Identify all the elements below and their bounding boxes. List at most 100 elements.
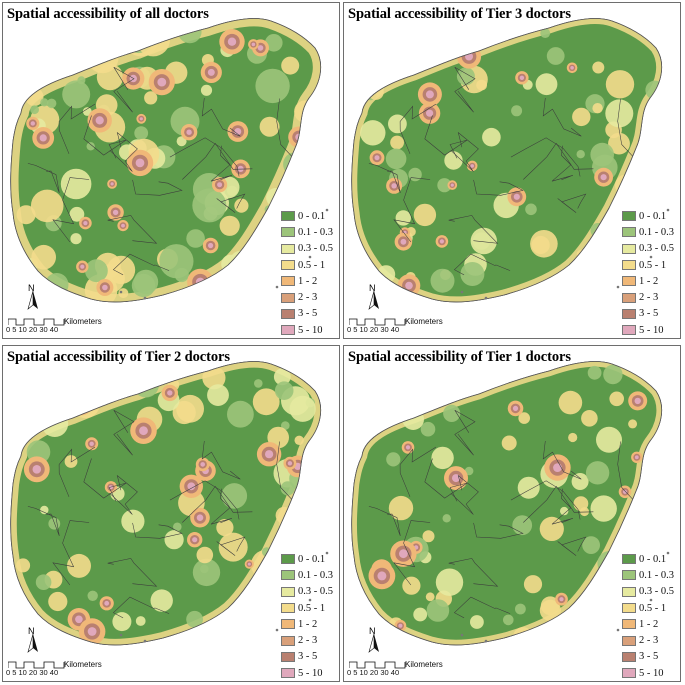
legend-swatch	[622, 308, 636, 319]
legend-swatch	[622, 276, 636, 287]
island-map	[351, 18, 670, 303]
legend-swatch	[281, 292, 295, 303]
legend-swatch	[281, 554, 295, 565]
legend-label: 0.3 - 0.5	[639, 586, 674, 598]
legend-swatch	[622, 570, 636, 581]
legend-swatch	[622, 292, 636, 303]
legend-swatch	[622, 243, 636, 254]
scale-unit: Kilometers	[405, 660, 443, 669]
legend: 0 - 0.1 0.1 - 0.3 0.3 - 0.5 0.5 - 1 1 - 2 2 -…	[622, 208, 681, 339]
legend: 0 - 0.1 0.1 - 0.3 0.3 - 0.5 0.5 - 1 1 - 2 2 -…	[281, 208, 340, 339]
legend-label: 2 - 3	[639, 635, 659, 647]
legend-label: 0.5 - 1	[298, 602, 326, 614]
legend-label: 0.1 - 0.3	[298, 226, 333, 238]
north-arrow-icon: N	[23, 626, 43, 654]
north-label: N	[28, 626, 35, 636]
legend-item: 10 - 18	[622, 338, 681, 339]
legend-label: 0.5 - 1	[298, 259, 326, 271]
legend-swatch	[622, 586, 636, 597]
north-label: N	[369, 283, 376, 293]
legend-item: 1 - 2	[281, 616, 339, 632]
legend-label: 0 - 0.1	[298, 210, 326, 222]
legend-swatch	[281, 586, 295, 597]
legend-swatch	[281, 651, 295, 662]
legend-item: 5 - 10	[622, 322, 680, 338]
legend-swatch	[622, 554, 636, 565]
legend-label: 3 - 5	[639, 651, 659, 663]
legend-label: 1 - 2	[639, 275, 659, 287]
legend-item: 0 - 0.1	[281, 208, 339, 224]
legend-label: 0 - 0.1	[639, 210, 667, 222]
scale-ticks: 0 5 10 20 30 40	[6, 668, 59, 677]
legend-label: 0.1 - 0.3	[298, 569, 333, 581]
legend-label: 0 - 0.1	[298, 553, 326, 565]
legend-item: 5 - 10	[281, 665, 339, 681]
legend-swatch	[622, 635, 636, 646]
legend-item: 3 - 5	[281, 306, 339, 322]
legend-label: 5 - 10	[298, 324, 323, 336]
legend-label: 2 - 3	[298, 292, 318, 304]
legend-swatch	[622, 227, 636, 238]
legend-label: 5 - 10	[298, 667, 323, 679]
legend-item: 0 - 0.1	[622, 551, 680, 567]
legend-label: 5 - 10	[639, 667, 664, 679]
map-panel-all-doctors: Spatial accessibility of all doctors 0 - …	[2, 2, 340, 339]
panel-title: Spatial accessibility of Tier 2 doctors	[7, 349, 230, 365]
legend-label: 2 - 3	[639, 292, 659, 304]
scale-ticks: 0 5 10 20 30 40	[6, 325, 59, 334]
legend-swatch	[281, 276, 295, 287]
legend-item: 10 - 18	[622, 681, 681, 682]
legend-swatch	[281, 227, 295, 238]
legend-label: 1 - 2	[298, 618, 318, 630]
legend: 0 - 0.1 0.1 - 0.3 0.3 - 0.5 0.5 - 1 1 - 2 2 -…	[281, 551, 340, 682]
legend-swatch	[622, 260, 636, 271]
legend-label: 1 - 2	[639, 618, 659, 630]
legend-item: 3 - 5	[622, 649, 680, 665]
legend-swatch	[281, 570, 295, 581]
legend-swatch	[281, 243, 295, 254]
legend-swatch	[622, 211, 636, 222]
legend-item: 2 - 3	[622, 289, 680, 305]
legend-label: 0.3 - 0.5	[639, 243, 674, 255]
legend-label: 0.3 - 0.5	[298, 586, 333, 598]
legend-item: 1 - 2	[622, 273, 680, 289]
legend-label: 5 - 10	[639, 324, 664, 336]
map-panel-tier3-doctors: Spatial accessibility of Tier 3 doctors 0…	[343, 2, 681, 339]
scale-bar: 0 5 10 20 30 40 Kilometers	[347, 315, 547, 337]
panel-title: Spatial accessibility of Tier 1 doctors	[348, 349, 571, 365]
scale-bar: 0 5 10 20 30 40 Kilometers	[347, 658, 547, 680]
legend-item: 1 - 2	[281, 273, 339, 289]
legend-item: 0 - 0.1	[281, 551, 339, 567]
legend-label: 3 - 5	[298, 308, 318, 320]
legend-item: 10 - 18	[281, 338, 340, 339]
legend-item: 3 - 5	[622, 306, 680, 322]
legend-item: 1 - 2	[622, 616, 680, 632]
legend-item: 0 - 0.1	[622, 208, 680, 224]
legend-item: 0.1 - 0.3	[622, 224, 680, 240]
legend-swatch	[622, 619, 636, 630]
legend-label: 0.5 - 1	[639, 259, 667, 271]
north-arrow-icon: N	[23, 283, 43, 311]
legend-item: 0.5 - 1	[622, 257, 680, 273]
scale-ticks: 0 5 10 20 30 40	[347, 325, 400, 334]
legend-swatch	[281, 308, 295, 319]
scale-ticks: 0 5 10 20 30 40	[347, 668, 400, 677]
legend-item: 0.1 - 0.3	[622, 567, 680, 583]
legend-swatch	[281, 619, 295, 630]
island-map	[10, 361, 329, 646]
legend-swatch	[622, 325, 636, 336]
north-label: N	[369, 626, 376, 636]
legend-item: 5 - 10	[622, 665, 680, 681]
legend-item: 0.3 - 0.5	[281, 584, 339, 600]
panel-title: Spatial accessibility of Tier 3 doctors	[348, 6, 571, 22]
legend-item: 2 - 3	[281, 632, 339, 648]
legend-item: 10 - 18	[281, 681, 340, 682]
legend-swatch	[281, 260, 295, 271]
scale-bar: 0 5 10 20 30 40 Kilometers	[6, 658, 206, 680]
map-panel-tier1-doctors: Spatial accessibility of Tier 1 doctors 0…	[343, 345, 681, 682]
scale-bar: 0 5 10 20 30 40 Kilometers	[6, 315, 206, 337]
legend-label: 0.1 - 0.3	[639, 226, 674, 238]
legend-swatch	[622, 603, 636, 614]
legend-item: 0.1 - 0.3	[281, 567, 339, 583]
legend-item: 0.1 - 0.3	[281, 224, 339, 240]
